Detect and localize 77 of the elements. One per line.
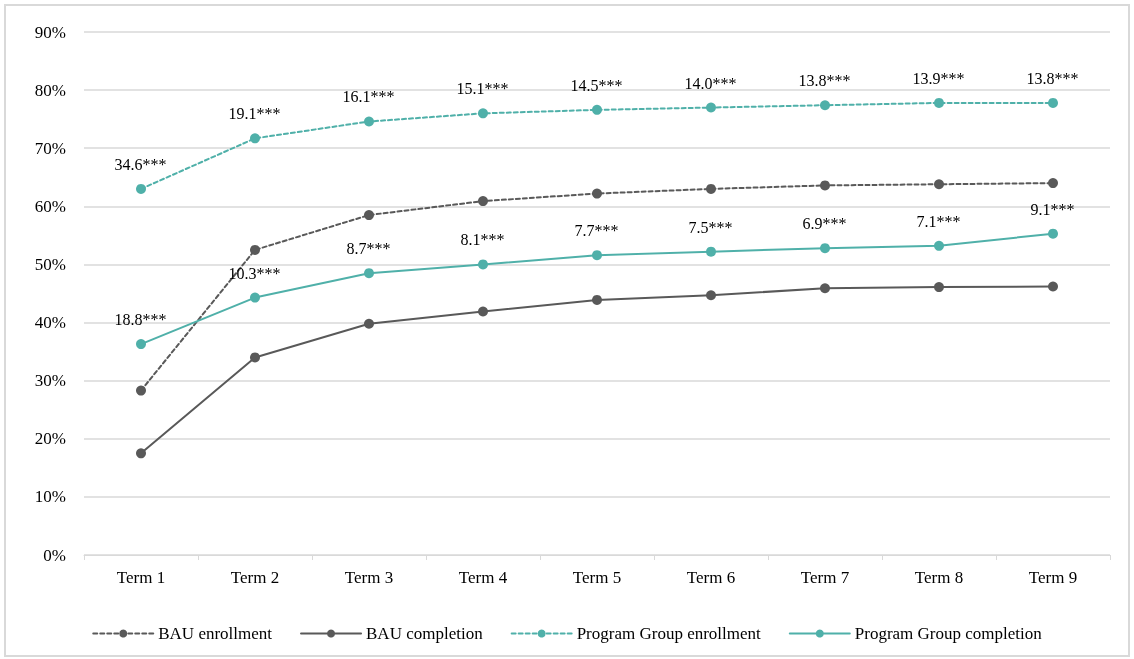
point: [364, 318, 374, 329]
point: [592, 188, 602, 199]
y-tick-label: 10%: [34, 487, 66, 507]
point: [820, 100, 830, 111]
point: [820, 283, 830, 294]
point: [136, 339, 146, 350]
legend-label: Program Group completion: [854, 624, 1043, 643]
point: [250, 133, 260, 144]
y-tick-label: 40%: [34, 313, 66, 333]
annotation: 9.1***: [1030, 200, 1075, 218]
annotation: 34.6***: [114, 155, 167, 173]
x-tick-label: Term 9: [1028, 568, 1078, 587]
point: [706, 102, 716, 113]
x-tick-label: Term 7: [800, 568, 850, 587]
point: [706, 290, 716, 301]
point: [478, 108, 488, 119]
point: [364, 116, 374, 127]
point: [136, 448, 146, 459]
y-tick-label: 50%: [34, 254, 66, 274]
y-tick-label: 0%: [43, 545, 66, 565]
y-tick-label: 70%: [34, 138, 66, 158]
point: [706, 183, 716, 194]
point: [592, 104, 602, 115]
annotation: 13.8***: [798, 72, 851, 90]
point: [478, 259, 488, 270]
point: [1048, 178, 1058, 189]
annotation: 14.0***: [684, 74, 737, 92]
point: [820, 243, 830, 254]
point: [820, 180, 830, 191]
point: [250, 244, 260, 255]
point: [934, 240, 944, 251]
annotation: 7.7***: [574, 222, 619, 240]
x-tick-label: Term 6: [686, 568, 736, 587]
y-tick-label: 80%: [34, 80, 66, 100]
y-tick-label: 90%: [34, 22, 66, 42]
x-tick-label: Term 5: [572, 568, 622, 587]
x-tick-label: Term 4: [458, 568, 508, 587]
y-tick-label: 30%: [34, 371, 66, 391]
annotation: 13.8***: [1026, 69, 1079, 87]
point: [250, 352, 260, 363]
point: [592, 294, 602, 305]
x-tick-label: Term 2: [230, 568, 280, 587]
annotation: 15.1***: [456, 80, 509, 98]
point: [136, 385, 146, 396]
point: [1048, 228, 1058, 239]
annotation: 7.1***: [916, 212, 961, 230]
point: [136, 183, 146, 194]
annotation: 6.9***: [802, 215, 847, 233]
point: [478, 196, 488, 207]
y-tick-label: 60%: [34, 196, 66, 216]
point: [364, 210, 374, 221]
annotation: 18.8***: [114, 311, 167, 329]
point: [592, 250, 602, 261]
annotation: 7.5***: [688, 218, 733, 236]
x-tick-label: Term 8: [914, 568, 964, 587]
point: [364, 268, 374, 279]
point: [1048, 97, 1058, 108]
point: [934, 179, 944, 190]
point: [478, 306, 488, 317]
legend-label: BAU enrollment: [158, 624, 273, 643]
x-tick-label: Term 1: [116, 568, 166, 587]
point: [934, 282, 944, 293]
annotation: 8.7***: [346, 240, 391, 258]
annotation: 13.9***: [912, 69, 965, 87]
point: [250, 292, 260, 303]
annotation: 19.1***: [228, 105, 281, 123]
annotation: 14.5***: [570, 76, 623, 94]
legend-label: Program Group enrollment: [576, 624, 762, 643]
point: [1048, 281, 1058, 292]
x-tick-label: Term 3: [344, 568, 394, 587]
annotation: 16.1***: [342, 88, 395, 106]
point: [934, 97, 944, 108]
legend-label: BAU completion: [366, 624, 484, 643]
annotation: 10.3***: [228, 264, 281, 282]
y-tick-label: 20%: [34, 429, 66, 449]
annotation: 8.1***: [460, 231, 505, 249]
point: [706, 246, 716, 257]
